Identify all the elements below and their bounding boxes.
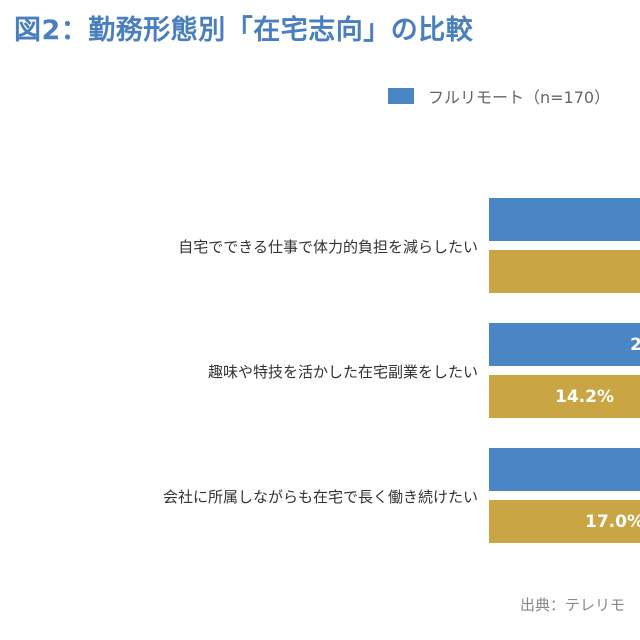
legend-swatch-fullremote — [388, 88, 414, 104]
bar-value-label: 17.0% — [585, 511, 640, 532]
chart-title: 図2：勤務形態別「在宅志向」の比較 — [14, 15, 474, 46]
bar-series2-3: 17.0% — [489, 500, 640, 543]
legend: フルリモート（n=170） — [388, 84, 610, 108]
source-note: 出典：テレリモ — [520, 596, 626, 614]
category-label-2: 趣味や特技を活かした在宅副業をしたい — [207, 363, 478, 381]
legend-label-fullremote: フルリモート（n=170） — [428, 88, 611, 107]
bar-value-label: 2 — [630, 334, 640, 355]
bar-series2-1 — [489, 250, 640, 293]
bar-fullremote-3 — [489, 448, 640, 491]
category-label-1: 自宅でできる仕事で体力的負担を減らしたい — [178, 238, 478, 256]
category-label-3: 会社に所属しながらも在宅で長く働き続けたい — [162, 488, 478, 506]
bar-fullremote-2: 2 — [489, 323, 640, 366]
bar-fullremote-1 — [489, 198, 640, 241]
bar-series2-2: 14.2% — [489, 375, 640, 418]
bar-value-label: 14.2% — [555, 386, 614, 407]
